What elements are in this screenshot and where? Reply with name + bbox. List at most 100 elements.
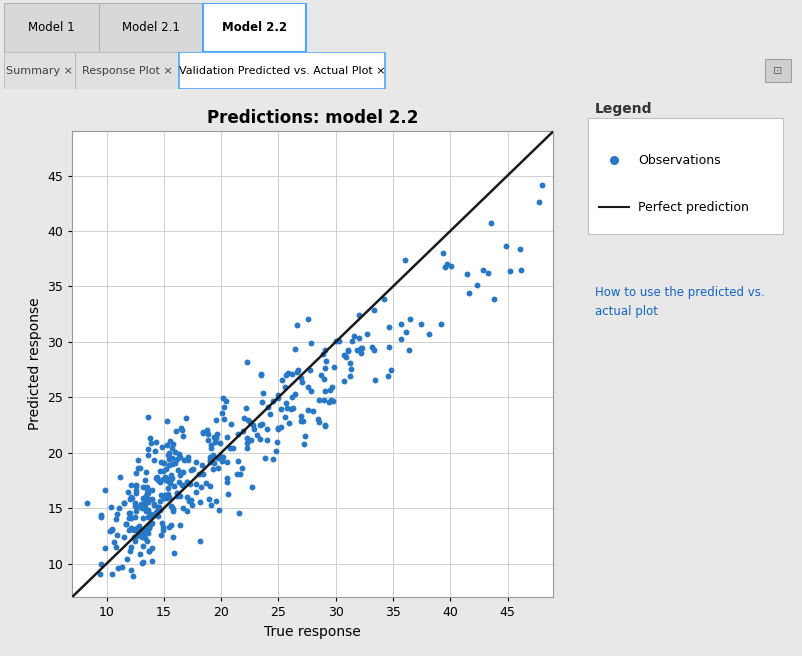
- Point: [271, 437, 284, 447]
- Point: [318, 344, 331, 355]
- Point: [176, 431, 189, 441]
- Point: [150, 437, 163, 447]
- Point: [155, 529, 168, 540]
- Point: [141, 505, 154, 516]
- Point: [133, 462, 146, 473]
- Point: [142, 495, 155, 505]
- Point: [207, 463, 220, 474]
- Point: [136, 503, 148, 514]
- Point: [162, 482, 175, 493]
- Point: [137, 482, 150, 492]
- Point: [192, 468, 205, 479]
- Point: [121, 487, 134, 497]
- Point: [175, 422, 188, 433]
- Point: [294, 411, 307, 421]
- Point: [318, 362, 331, 373]
- Point: [174, 451, 187, 462]
- Point: [271, 393, 284, 403]
- Point: [181, 455, 194, 465]
- Point: [145, 518, 158, 528]
- Point: [294, 373, 307, 384]
- Point: [111, 562, 124, 573]
- Point: [241, 442, 253, 453]
- Point: [254, 369, 267, 380]
- Point: [144, 519, 157, 529]
- Point: [110, 514, 123, 524]
- Point: [140, 506, 152, 516]
- Point: [109, 541, 122, 552]
- Point: [204, 457, 217, 468]
- Point: [161, 476, 174, 486]
- Point: [383, 321, 395, 332]
- Point: [149, 445, 162, 456]
- Point: [95, 512, 107, 522]
- Point: [205, 500, 217, 510]
- Point: [150, 472, 163, 482]
- Point: [140, 483, 153, 494]
- Point: [182, 452, 195, 462]
- Point: [241, 356, 253, 367]
- Point: [145, 494, 158, 504]
- Point: [156, 466, 169, 476]
- Point: [319, 356, 332, 366]
- Point: [172, 489, 184, 499]
- Point: [132, 462, 144, 473]
- Point: [167, 506, 180, 516]
- Point: [161, 475, 174, 485]
- Point: [317, 349, 330, 359]
- Point: [196, 427, 209, 438]
- Text: Observations: Observations: [638, 154, 721, 167]
- Point: [328, 362, 341, 373]
- Point: [152, 504, 164, 515]
- Point: [368, 304, 381, 315]
- Point: [133, 521, 146, 531]
- Point: [144, 509, 157, 520]
- Point: [297, 416, 310, 426]
- Point: [241, 433, 253, 443]
- Point: [140, 488, 153, 499]
- Point: [196, 469, 209, 480]
- Point: [140, 525, 152, 536]
- Point: [165, 502, 178, 512]
- Point: [271, 424, 284, 434]
- Point: [221, 457, 233, 467]
- Text: How to use the predicted vs.
actual plot: How to use the predicted vs. actual plot: [595, 286, 764, 318]
- Point: [176, 480, 188, 490]
- Point: [147, 455, 160, 466]
- Point: [164, 472, 176, 483]
- Point: [142, 450, 155, 461]
- Point: [138, 499, 151, 509]
- Point: [216, 456, 229, 466]
- Point: [184, 464, 197, 475]
- Point: [225, 419, 238, 430]
- Point: [128, 512, 141, 522]
- Point: [166, 531, 179, 542]
- Point: [138, 498, 151, 508]
- Point: [238, 413, 251, 423]
- Point: [233, 468, 246, 479]
- Point: [202, 494, 215, 504]
- Point: [343, 358, 356, 369]
- Point: [286, 403, 299, 413]
- Point: [164, 474, 177, 485]
- Point: [313, 395, 326, 405]
- Point: [134, 526, 147, 537]
- Point: [111, 529, 124, 540]
- Point: [163, 459, 176, 470]
- Point: [130, 481, 143, 491]
- Point: [190, 487, 203, 497]
- Y-axis label: Predicted response: Predicted response: [28, 298, 42, 430]
- Point: [295, 377, 308, 387]
- Point: [137, 541, 150, 552]
- Point: [124, 494, 136, 504]
- Point: [415, 319, 427, 329]
- Point: [168, 446, 181, 457]
- Point: [232, 428, 245, 439]
- Point: [173, 520, 186, 531]
- Point: [160, 493, 173, 503]
- Point: [142, 512, 155, 522]
- Point: [399, 327, 412, 338]
- Point: [382, 371, 395, 381]
- Point: [140, 491, 152, 501]
- Point: [136, 512, 149, 523]
